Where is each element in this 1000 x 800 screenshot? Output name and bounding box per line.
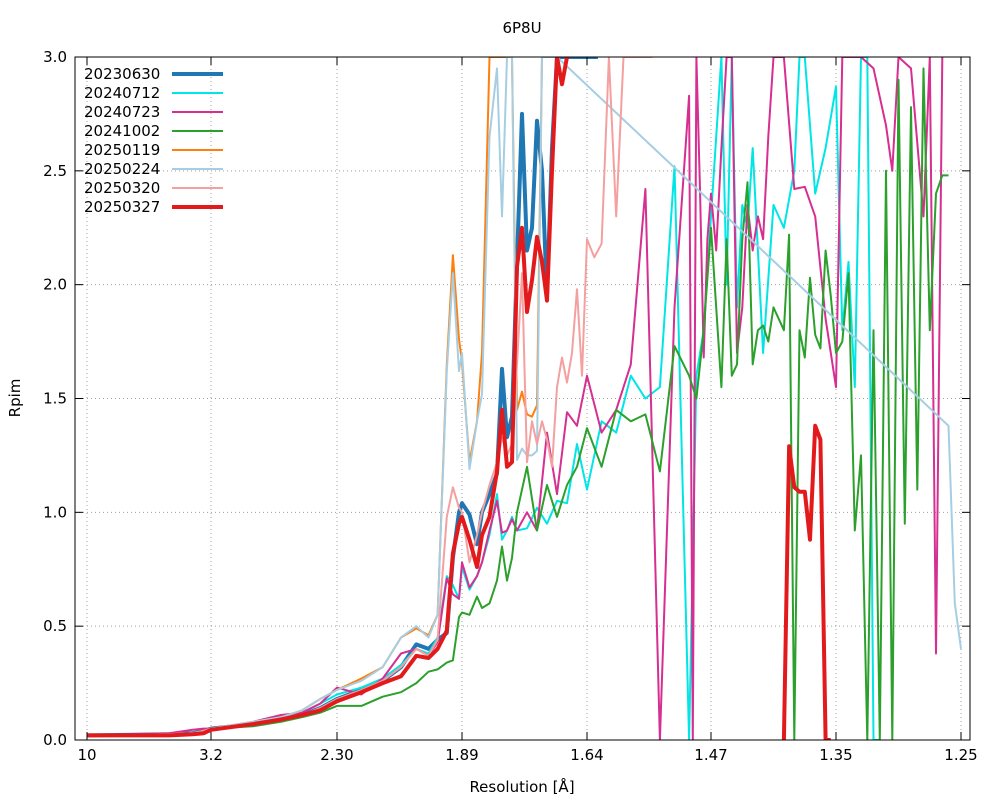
- x-axis-label: Resolution [Å]: [469, 777, 574, 796]
- series-line-20240712: [86, 57, 880, 740]
- x-tick-label: 1.35: [819, 746, 852, 764]
- x-tick-label: 1.47: [694, 746, 727, 764]
- y-tick-label: 2.0: [43, 276, 67, 294]
- x-tick-label: 1.89: [445, 746, 478, 764]
- y-axis-label: Rpim: [6, 379, 24, 418]
- legend-label-20240712: 20240712: [84, 84, 160, 102]
- legend-label-20240723: 20240723: [84, 103, 160, 121]
- x-tick-label: 1.25: [944, 746, 977, 764]
- x-tick-label: 10: [77, 746, 96, 764]
- y-tick-label: 0.5: [43, 617, 67, 635]
- y-tick-label: 1.0: [43, 503, 67, 521]
- legend-label-20241002: 20241002: [84, 122, 160, 140]
- y-tick-label: 2.5: [43, 162, 67, 180]
- legend: 2023063020240712202407232024100220250119…: [84, 65, 223, 216]
- axis-ticks: 10 3.2 2.30 1.89 1.64 1.47 1.35 1.25 0.0 0.5 1.0 1.…: [43, 48, 978, 764]
- x-tick-label: 1.64: [570, 746, 603, 764]
- x-tick-label: 3.2: [199, 746, 223, 764]
- legend-label-20250320: 20250320: [84, 179, 160, 197]
- series-line-20250327: [781, 423, 831, 740]
- y-tick-label: 0.0: [43, 731, 67, 749]
- y-tick-label: 3.0: [43, 48, 67, 66]
- series-line-20241002: [86, 67, 949, 740]
- series-lines: [86, 57, 962, 740]
- series-line-20250327: [87, 57, 569, 738]
- legend-label-20250327: 20250327: [84, 198, 160, 216]
- legend-label-20250119: 20250119: [84, 141, 160, 159]
- legend-label-20250224: 20250224: [84, 160, 160, 178]
- series-line-20250320: [86, 57, 653, 737]
- y-tick-label: 1.5: [43, 390, 67, 408]
- legend-label-20230630: 20230630: [84, 65, 160, 83]
- chart-title: 6P8U: [502, 19, 541, 37]
- x-tick-label: 2.30: [320, 746, 353, 764]
